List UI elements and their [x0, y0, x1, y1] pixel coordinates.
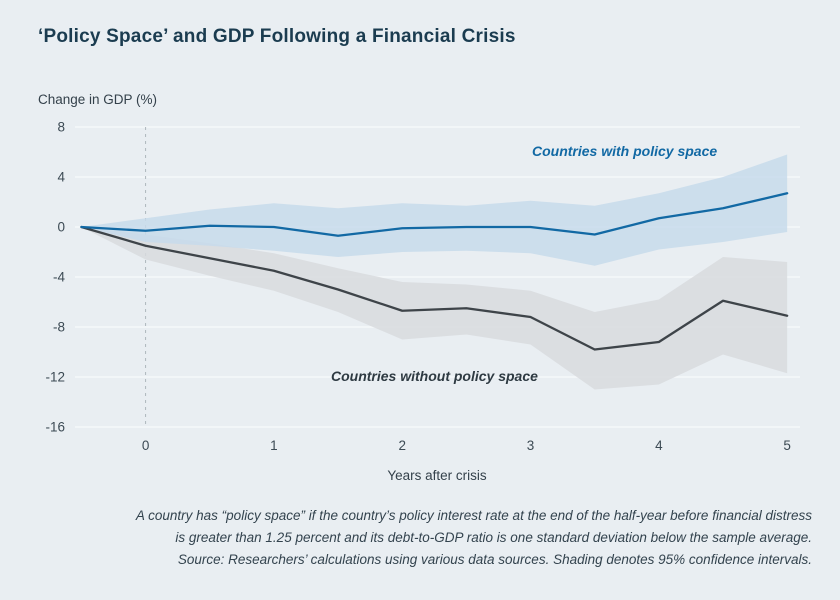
x-axis-title: Years after crisis [387, 468, 487, 483]
y-tick-label: 0 [57, 220, 65, 235]
footnote-line-3: Source: Researchers’ calculations using … [177, 551, 812, 567]
footnote-line-2: is greater than 1.25 percent and its deb… [175, 529, 812, 545]
series-label-without-policy-space: Countries without policy space [331, 368, 538, 384]
footnote-line-1: A country has “policy space” if the coun… [135, 508, 812, 523]
y-axis-title: Change in GDP (%) [38, 92, 158, 107]
series-line-0 [80, 225, 789, 351]
series-label-with-policy-space: Countries with policy space [532, 143, 718, 159]
y-tick-label: 8 [57, 120, 65, 135]
confidence-band-1 [81, 154, 788, 266]
y-tick-label: -16 [45, 420, 65, 435]
line-chart-svg: 8 4 0 -4 -8 -12 -16 0 1 2 3 4 5 [45, 120, 800, 453]
x-tick-label: 3 [527, 438, 535, 453]
footnote: A country has “policy space” if the coun… [40, 505, 812, 571]
y-tick-label: 4 [57, 170, 65, 185]
y-tick-label: -8 [53, 320, 65, 335]
x-tick-label: 5 [783, 438, 791, 453]
x-tick-label: 2 [398, 438, 406, 453]
y-tick-label: -4 [53, 270, 65, 285]
x-tick-label: 1 [270, 438, 278, 453]
plot-area: 8 4 0 -4 -8 -12 -16 0 1 2 3 4 5 [0, 110, 840, 470]
x-tick-label: 0 [142, 438, 150, 453]
series-line-1 [80, 192, 789, 237]
chart-title: ‘Policy Space’ and GDP Following a Finan… [38, 26, 516, 47]
y-tick-label: -12 [45, 370, 65, 385]
x-tick-label: 4 [655, 438, 663, 453]
